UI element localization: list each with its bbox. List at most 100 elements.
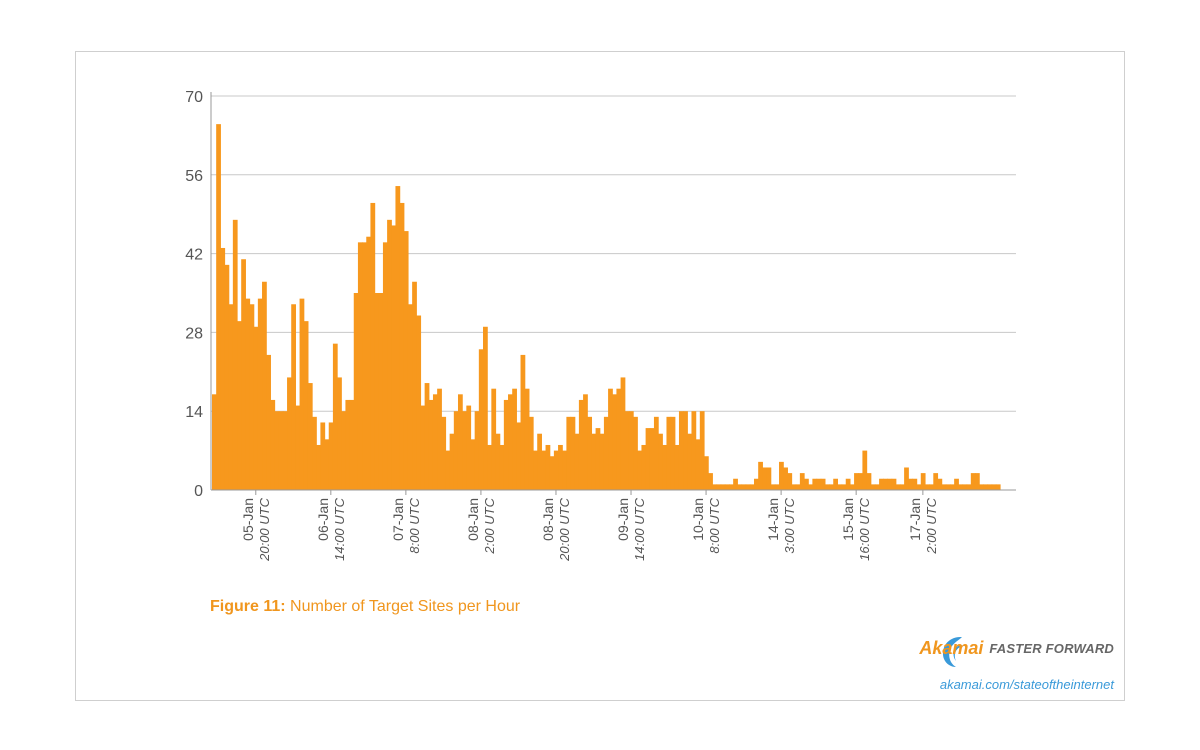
- bar: [324, 439, 330, 490]
- bar: [453, 411, 459, 490]
- bar: [658, 433, 663, 490]
- bar: [983, 484, 989, 490]
- bar: [645, 428, 651, 490]
- bar: [432, 394, 438, 490]
- bar: [603, 416, 609, 490]
- bar: [403, 231, 409, 490]
- bar: [804, 478, 809, 490]
- x-tick-time: 20:00 UTC: [257, 497, 272, 561]
- akamai-swoosh-icon: [942, 636, 964, 667]
- bar: [620, 377, 626, 490]
- figure-caption: Figure 11: Number of Target Sites per Ho…: [210, 598, 520, 616]
- bar: [749, 484, 755, 490]
- x-axis-ticks: 05-Jan 20:00 UTC 06-Jan 14:00 UTC 07-Jan 8:00…: [240, 490, 939, 562]
- bar: [958, 484, 964, 490]
- bar: [445, 450, 451, 490]
- akamai-logo: Akamai: [919, 638, 984, 658]
- bar: [345, 399, 351, 490]
- x-tick-time: 14:00 UTC: [332, 497, 347, 560]
- bar: [257, 298, 263, 490]
- bar: [503, 399, 509, 490]
- bar: [974, 473, 980, 490]
- bar-series: [212, 124, 1001, 490]
- bar: [858, 473, 864, 490]
- bar: [666, 416, 672, 490]
- bar: [716, 484, 722, 490]
- bar: [812, 478, 818, 490]
- bar: [691, 411, 697, 490]
- bar: [966, 484, 972, 490]
- bar: [824, 484, 830, 490]
- bar: [549, 456, 555, 490]
- bar: [428, 399, 434, 490]
- x-tick-label: 06-Jan 14:00 UTC: [315, 497, 347, 560]
- bar: [904, 467, 909, 490]
- bar: [874, 484, 880, 490]
- bar: [737, 484, 743, 490]
- bar: [320, 422, 326, 490]
- bar: [774, 484, 780, 490]
- bar: [787, 473, 793, 490]
- bar: [820, 478, 826, 490]
- bar: [641, 444, 647, 490]
- bar: [595, 428, 601, 490]
- bar: [845, 478, 851, 490]
- bar: [420, 405, 426, 490]
- bar: [733, 478, 738, 490]
- bar: [232, 219, 238, 490]
- bar: [249, 304, 255, 490]
- bar: [649, 428, 655, 490]
- bar: [328, 422, 334, 490]
- bar: [754, 478, 759, 490]
- bar: [724, 484, 730, 490]
- bar: [495, 433, 501, 490]
- bar: [683, 411, 688, 490]
- bar: [274, 411, 280, 490]
- bar: [412, 281, 417, 490]
- bar: [712, 484, 718, 490]
- x-tick-label: 14-Jan 3:00 UTC: [765, 497, 797, 553]
- bar: [378, 293, 384, 490]
- bar: [899, 484, 905, 490]
- y-tick-label-28: 28: [185, 325, 203, 342]
- bar: [924, 484, 930, 490]
- bar: [424, 383, 430, 490]
- bar: [879, 478, 884, 490]
- bar: [895, 484, 901, 490]
- bar: [699, 411, 705, 490]
- bar: [353, 293, 359, 490]
- bar: [357, 242, 363, 490]
- bar: [374, 293, 380, 490]
- bar: [599, 433, 605, 490]
- bar: [574, 433, 580, 490]
- bar: [945, 484, 951, 490]
- bar: [562, 450, 567, 490]
- bar: [728, 484, 734, 490]
- bar: [745, 484, 751, 490]
- bar: [483, 326, 488, 490]
- x-tick-time: 2:00 UTC: [482, 497, 497, 554]
- bar: [295, 405, 301, 490]
- bar: [516, 422, 522, 490]
- y-tick-label-70: 70: [185, 89, 203, 106]
- bar: [449, 433, 455, 490]
- x-tick-time: 2:00 UTC: [924, 497, 939, 554]
- bar: [407, 304, 413, 490]
- bar: [616, 388, 622, 490]
- bar: [457, 394, 463, 490]
- brand-url-link[interactable]: akamai.com/stateoftheinternet: [939, 677, 1114, 692]
- x-tick-label: 05-Jan 20:00 UTC: [240, 497, 272, 561]
- bar: [307, 383, 313, 490]
- bar: [862, 450, 868, 490]
- bar: [512, 388, 517, 490]
- bar: [808, 484, 813, 490]
- bar: [670, 416, 676, 490]
- bar: [266, 354, 271, 490]
- bar: [841, 484, 847, 490]
- bar: [854, 473, 859, 490]
- x-tick-date: 10-Jan: [690, 498, 706, 541]
- x-tick-time: 8:00 UTC: [407, 497, 422, 553]
- bar: [291, 304, 296, 490]
- x-tick-time: 14:00 UTC: [632, 497, 647, 560]
- bar: [949, 484, 955, 490]
